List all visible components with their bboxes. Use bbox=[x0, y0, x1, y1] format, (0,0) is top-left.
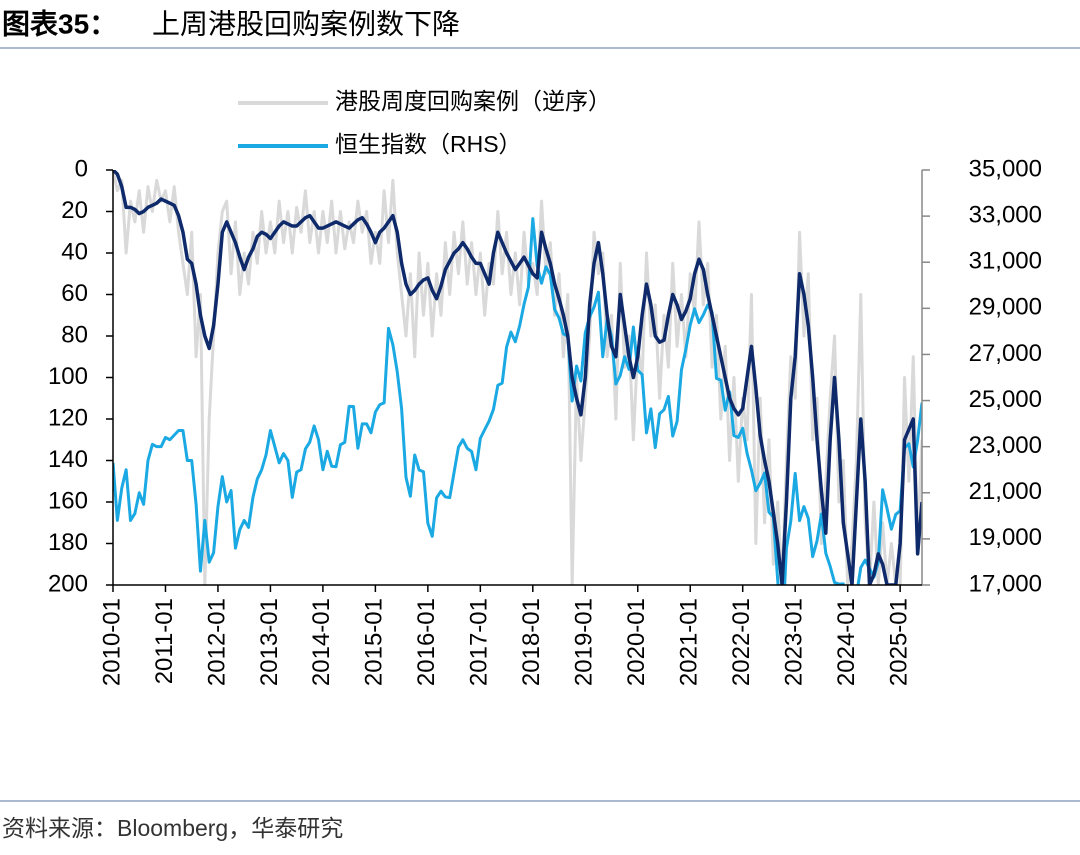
x-tick-label: 2012-01 bbox=[203, 598, 230, 686]
title-label: 图表35： bbox=[2, 8, 117, 39]
y2-tick-label: 21,000 bbox=[969, 478, 1042, 505]
y2-tick-label: 17,000 bbox=[969, 570, 1042, 597]
y2-tick-label: 33,000 bbox=[969, 201, 1042, 228]
x-tick-label: 2014-01 bbox=[308, 598, 335, 686]
x-tick-label: 2022-01 bbox=[728, 598, 755, 686]
x-tick-label: 2023-01 bbox=[781, 598, 808, 686]
y-tick-label: 160 bbox=[48, 487, 88, 514]
x-tick-label: 2018-01 bbox=[518, 598, 545, 686]
y-tick-label: 0 bbox=[75, 155, 88, 182]
y2-tick-label: 35,000 bbox=[969, 155, 1042, 182]
x-tick-label: 2016-01 bbox=[413, 598, 440, 686]
x-tick-label: 2020-01 bbox=[623, 598, 650, 686]
y-tick-label: 80 bbox=[61, 321, 88, 348]
series-line bbox=[113, 170, 922, 585]
y-tick-label: 20 bbox=[61, 197, 88, 224]
y2-tick-label: 19,000 bbox=[969, 524, 1042, 551]
plot-area bbox=[113, 170, 922, 585]
x-tick-label: 2015-01 bbox=[361, 598, 388, 686]
y2-tick-label: 31,000 bbox=[969, 248, 1042, 275]
y-tick-label: 140 bbox=[48, 446, 88, 473]
y-tick-label: 40 bbox=[61, 238, 88, 265]
x-tick-label: 2017-01 bbox=[466, 598, 493, 686]
y-tick-label: 60 bbox=[61, 280, 88, 307]
source-note: 资料来源：Bloomberg，华泰研究 bbox=[2, 815, 343, 841]
chart-title: 上周港股回购案例数下降 bbox=[152, 8, 460, 39]
x-tick-label: 2021-01 bbox=[676, 598, 703, 686]
legend-label: 恒生指数（RHS） bbox=[335, 131, 522, 157]
x-tick-label: 2013-01 bbox=[256, 598, 283, 686]
y2-tick-label: 29,000 bbox=[969, 294, 1042, 321]
y2-tick-label: 27,000 bbox=[969, 340, 1042, 367]
series-line bbox=[113, 217, 922, 585]
x-tick-label: 2010-01 bbox=[98, 598, 125, 686]
x-tick-label: 2011-01 bbox=[151, 598, 178, 684]
legend-label: 港股周度回购案例（逆序） bbox=[335, 88, 611, 114]
y-tick-label: 120 bbox=[48, 404, 88, 431]
y-tick-label: 200 bbox=[48, 570, 88, 597]
x-tick-label: 2024-01 bbox=[833, 598, 860, 686]
y-tick-label: 100 bbox=[48, 363, 88, 390]
y2-tick-label: 23,000 bbox=[969, 432, 1042, 459]
y2-tick-label: 25,000 bbox=[969, 386, 1042, 413]
x-tick-label: 2019-01 bbox=[571, 598, 598, 686]
x-tick-label: 2025-01 bbox=[885, 598, 912, 686]
y-tick-label: 180 bbox=[48, 529, 88, 556]
